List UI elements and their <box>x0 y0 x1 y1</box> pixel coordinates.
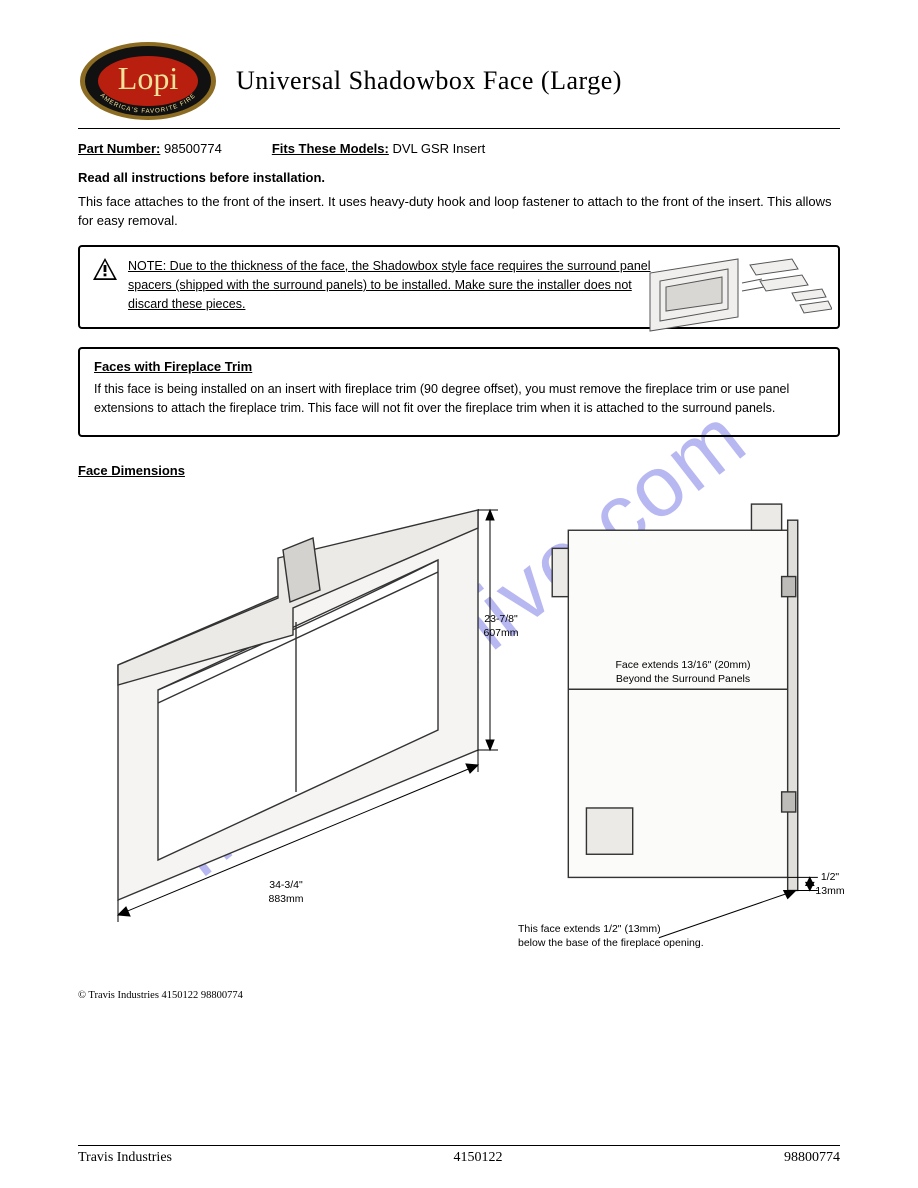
side-bottom-dim: 1/2" 13mm <box>808 870 852 898</box>
warning-box: NOTE: Due to the thickness of the face, … <box>78 245 840 329</box>
meta-row: Part Number: 98500774 Fits These Models:… <box>78 141 840 156</box>
part-number: Part Number: 98500774 <box>78 141 222 156</box>
side-bottom-mm: 13mm <box>808 884 852 898</box>
side-label-1: Face extends 13/16" (20mm) <box>588 658 778 672</box>
firebox-note: Faces with Fireplace Trim If this face i… <box>78 347 840 438</box>
side-note: This face extends 1/2" (13mm) below the … <box>518 922 738 950</box>
side-label-2: Beyond the Surround Panels <box>588 672 778 686</box>
page-title: Universal Shadowbox Face (Large) <box>236 66 622 96</box>
warning-text: NOTE: Due to the thickness of the face, … <box>128 257 651 315</box>
warning-line-2: spacers (shipped with the surround panel… <box>128 276 651 295</box>
side-face-extends: Face extends 13/16" (20mm) Beyond the Su… <box>588 658 778 686</box>
dimensions-heading: Face Dimensions <box>78 463 840 478</box>
copyright: © Travis Industries 4150122 98800774 <box>78 990 840 1001</box>
part-label: Part Number: <box>78 141 160 156</box>
front-width-mm: 883mm <box>246 892 326 906</box>
fits-label: Fits These Models: <box>272 141 389 156</box>
header: Lopi AMERICA'S FAVORITE FIRE Universal S… <box>78 40 840 129</box>
diagram-row: 23-7/8" 607mm 34-3/4" 883mm <box>78 490 840 960</box>
footer-right: 98800774 <box>784 1150 840 1166</box>
warning-line-1: NOTE: Due to the thickness of the face, … <box>128 257 651 276</box>
intro-body: This face attaches to the front of the i… <box>78 193 840 231</box>
side-view: Face extends 13/16" (20mm) Beyond the Su… <box>518 490 840 960</box>
logo-script: Lopi <box>118 60 179 96</box>
front-view: 23-7/8" 607mm 34-3/4" 883mm <box>78 490 508 960</box>
fits-models: Fits These Models: DVL GSR Insert <box>272 141 485 156</box>
intro-bold: Read all instructions before installatio… <box>78 170 840 185</box>
page: Lopi AMERICA'S FAVORITE FIRE Universal S… <box>0 0 918 1031</box>
firebox-body: If this face is being installed on an in… <box>94 380 824 418</box>
front-width-in: 34-3/4" <box>246 878 326 892</box>
warning-line-3: discard these pieces. <box>128 295 651 314</box>
firebox-title: Faces with Fireplace Trim <box>94 359 824 374</box>
footer-left: Travis Industries <box>78 1150 172 1166</box>
side-bottom-in: 1/2" <box>808 870 852 884</box>
warning-icon <box>92 257 118 281</box>
warning-illustration <box>642 253 832 348</box>
logo: Lopi AMERICA'S FAVORITE FIRE <box>78 40 218 122</box>
part-value: 98500774 <box>164 141 222 156</box>
footer-mid: 4150122 <box>454 1150 503 1166</box>
fits-value: DVL GSR Insert <box>392 141 485 156</box>
front-width-dim: 34-3/4" 883mm <box>246 878 326 906</box>
footer: Travis Industries 4150122 98800774 <box>78 1145 840 1166</box>
